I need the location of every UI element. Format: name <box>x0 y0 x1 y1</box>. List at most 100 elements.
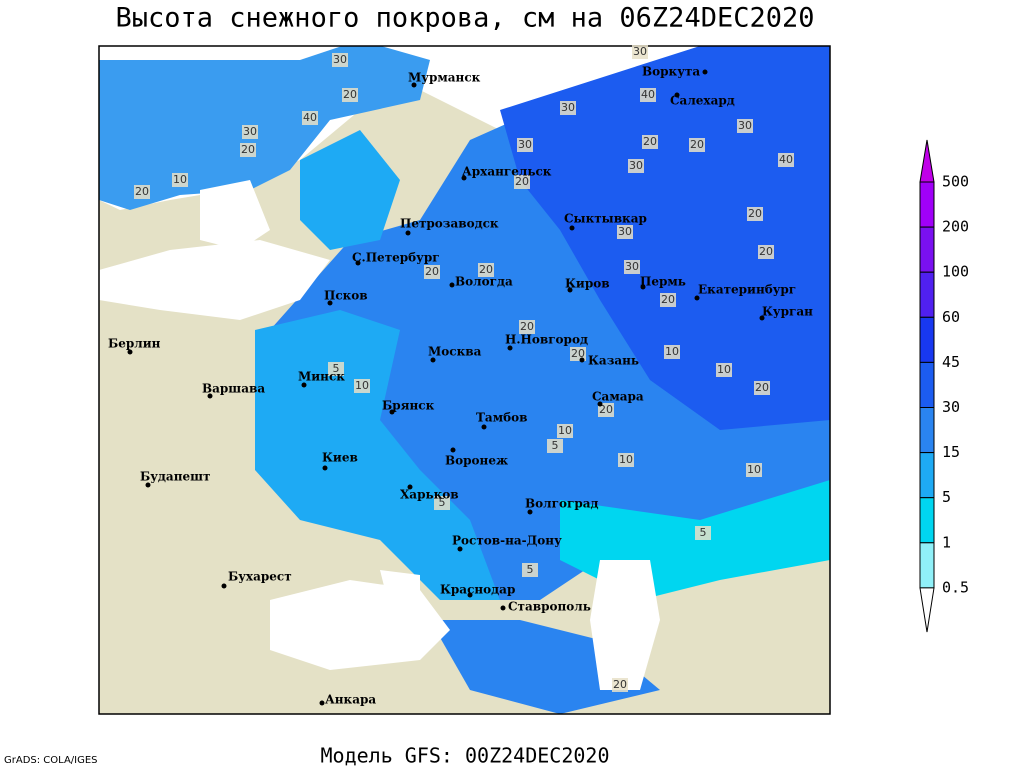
contour-label-box <box>514 175 530 189</box>
contour-label-box <box>517 138 533 152</box>
contour-label-box <box>332 53 348 67</box>
contour-label: 30 <box>629 159 643 172</box>
map <box>99 46 830 714</box>
city-label: Курган <box>762 305 813 319</box>
contour-label: 10 <box>665 345 679 358</box>
contour-label: 10 <box>173 173 187 186</box>
city-label: Пермь <box>640 275 686 289</box>
contour-label-box <box>716 363 732 377</box>
legend-label: 500 <box>942 173 969 191</box>
contour-label-box <box>660 293 676 307</box>
contour-label-box <box>628 159 644 173</box>
city-dot <box>355 260 361 266</box>
contour-label-box <box>642 135 658 149</box>
contour-label: 20 <box>343 88 357 101</box>
contour-label-box <box>617 225 633 239</box>
contour-label-box <box>560 101 576 115</box>
city-dot <box>457 546 463 552</box>
city-label: С.Петербург <box>352 251 440 265</box>
legend-swatch <box>919 452 935 499</box>
contour-label: 30 <box>243 125 257 138</box>
city-label: Казань <box>588 354 639 368</box>
city-label: Волгоград <box>525 497 598 511</box>
city-dot <box>467 592 473 598</box>
contour-label-box <box>640 88 656 102</box>
contour-label-box <box>598 403 614 417</box>
legend-label: 15 <box>942 443 960 461</box>
contour-label-box <box>747 207 763 221</box>
city-dot <box>221 583 227 589</box>
contour-labels: 3020403020102030403030203040203020203020… <box>134 45 794 692</box>
contour-label: 20 <box>571 347 585 360</box>
contour-label-box <box>242 125 258 139</box>
contour-label: 10 <box>355 379 369 392</box>
city-dot <box>569 225 575 231</box>
city-dot <box>127 349 133 355</box>
contour-label: 10 <box>747 463 761 476</box>
contour-label-box <box>632 45 648 59</box>
contour-label-box <box>302 111 318 125</box>
city-label: Екатеринбург <box>698 283 796 297</box>
contour-label-box <box>695 526 711 540</box>
contour-label-box <box>547 439 563 453</box>
contour-label: 40 <box>641 88 655 101</box>
city-label: Тамбов <box>476 411 527 425</box>
legend-swatch <box>919 497 935 544</box>
legend-label: 1 <box>942 533 951 551</box>
contour-label-box <box>557 424 573 438</box>
legend-swatch <box>919 316 935 363</box>
city-label: Н.Новгород <box>505 333 588 347</box>
city-label: Москва <box>428 345 482 359</box>
city-dot <box>430 357 436 363</box>
contour-label: 20 <box>661 293 675 306</box>
city-dot <box>640 284 646 290</box>
city-label: Анкара <box>325 693 376 707</box>
city-label: Ростов-на-Дону <box>452 534 562 548</box>
legend-label: 100 <box>942 263 969 281</box>
contour-label-box <box>612 678 628 692</box>
legend-bottom <box>919 587 935 633</box>
city-label: Харьков <box>400 488 459 502</box>
title: Высота снежного покрова, см на 06Z24DEC2… <box>116 3 815 34</box>
legend-swatch <box>919 181 935 228</box>
city-label: Ставрополь <box>508 600 591 614</box>
city-label: Вологда <box>455 275 513 289</box>
city-label: Минск <box>298 370 345 384</box>
legend-label: 5 <box>942 488 951 506</box>
contour-label: 20 <box>755 381 769 394</box>
contour-label-box <box>522 563 538 577</box>
contour-label: 30 <box>518 138 532 151</box>
city-label: Сыктывкар <box>564 212 647 226</box>
contour-label: 10 <box>558 424 572 437</box>
city-dot <box>694 295 700 301</box>
contour-label-box <box>134 185 150 199</box>
city-dot <box>579 357 585 363</box>
city-dot <box>301 382 307 388</box>
contour-label: 20 <box>520 320 534 333</box>
city-label: Киров <box>565 277 610 291</box>
city-dot <box>319 700 325 706</box>
contour-label-box <box>746 463 762 477</box>
legend-swatch <box>919 361 935 408</box>
city-label: Краснодар <box>440 583 515 597</box>
contour-label: 20 <box>759 245 773 258</box>
city-dot <box>411 82 417 88</box>
city-label: Киев <box>322 451 358 465</box>
city-dot <box>405 230 411 236</box>
contour-label-box <box>354 379 370 393</box>
contour-label: 5 <box>527 563 534 576</box>
contour-label: 10 <box>717 363 731 376</box>
legend-label: 45 <box>942 353 960 371</box>
city-label: Мурманск <box>408 71 481 85</box>
contour-label: 30 <box>625 260 639 273</box>
footer: Модель GFS: 00Z24DEC2020 <box>321 744 610 768</box>
contour-label: 20 <box>599 403 613 416</box>
legend-swatch <box>919 271 935 318</box>
contour-label: 30 <box>561 101 575 114</box>
city-label: Архангельск <box>462 165 552 179</box>
city-label: Будапешт <box>140 470 210 484</box>
contour-label: 10 <box>619 453 633 466</box>
contour-label-box <box>328 362 344 376</box>
city-dot <box>597 401 603 407</box>
